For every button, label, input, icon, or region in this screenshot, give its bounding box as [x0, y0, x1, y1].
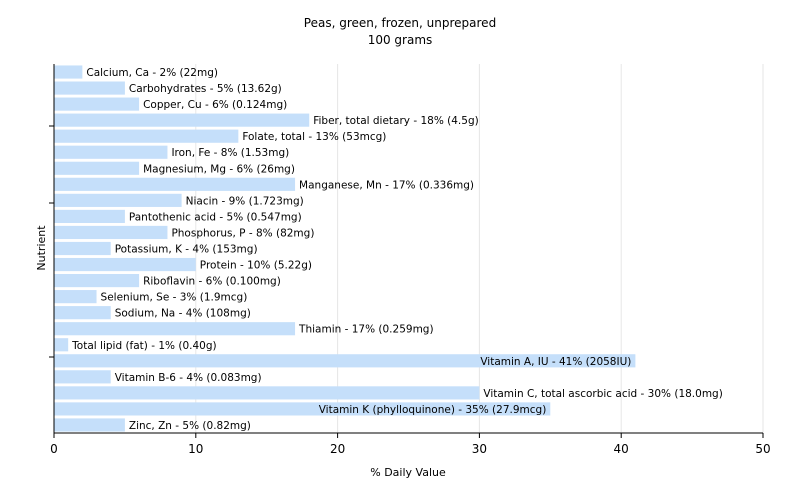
chart-title: Peas, green, frozen, unprepared — [304, 16, 496, 30]
bar — [54, 402, 551, 416]
bar — [54, 113, 310, 127]
bar — [54, 81, 125, 95]
bar — [54, 65, 83, 79]
bar-label: Iron, Fe - 8% (1.53mg) — [171, 147, 289, 159]
bar-label: Vitamin A, IU - 41% (2058IU) — [480, 356, 631, 368]
bar — [54, 129, 239, 143]
bar — [54, 354, 636, 368]
bar-label: Zinc, Zn - 5% (0.82mg) — [129, 420, 251, 432]
bar-label: Vitamin K (phylloquinone) - 35% (27.9mcg… — [319, 404, 547, 416]
bar-label: Carbohydrates - 5% (13.62g) — [129, 83, 282, 95]
bar — [54, 386, 480, 400]
bar — [54, 274, 140, 288]
bar — [54, 225, 168, 240]
bar-label: Niacin - 9% (1.723mg) — [186, 195, 304, 207]
x-tick-label: 10 — [188, 442, 203, 456]
x-tick-label: 20 — [330, 442, 345, 456]
bar-label: Sodium, Na - 4% (108mg) — [115, 308, 251, 320]
bar-label: Fiber, total dietary - 18% (4.5g) — [313, 115, 478, 127]
bar-label: Vitamin C, total ascorbic acid - 30% (18… — [483, 388, 722, 400]
bar — [54, 338, 69, 352]
bar — [54, 209, 125, 223]
bar — [54, 177, 296, 191]
bar-label: Folate, total - 13% (53mcg) — [242, 131, 386, 143]
bar-label: Vitamin B-6 - 4% (0.083mg) — [115, 372, 262, 384]
axes: 0 10 20 30 40 50 — [49, 64, 771, 456]
x-tick-label: 30 — [472, 442, 487, 456]
bar-label: Selenium, Se - 3% (1.9mcg) — [101, 292, 248, 304]
bar — [54, 161, 140, 175]
y-axis-label: Nutrient — [35, 225, 48, 271]
bar-label: Calcium, Ca - 2% (22mg) — [86, 67, 218, 79]
bar-label: Protein - 10% (5.22g) — [200, 260, 312, 272]
bar-label: Manganese, Mn - 17% (0.336mg) — [299, 179, 474, 191]
bar-label: Pantothenic acid - 5% (0.547mg) — [129, 211, 302, 223]
bar-label: Magnesium, Mg - 6% (26mg) — [143, 163, 295, 175]
x-tick-label: 50 — [755, 442, 770, 456]
bar-label: Copper, Cu - 6% (0.124mg) — [143, 99, 287, 111]
bar — [54, 290, 97, 304]
bars: Calcium, Ca - 2% (22mg) Carbohydrates - 5… — [54, 65, 723, 432]
bar-label: Total lipid (fat) - 1% (0.40g) — [71, 340, 216, 352]
bar-label: Potassium, K - 4% (153mg) — [115, 244, 258, 256]
chart-subtitle: 100 grams — [368, 33, 433, 47]
x-tick-label: 0 — [50, 442, 58, 456]
x-axis-label: % Daily Value — [370, 466, 446, 479]
bar — [54, 418, 125, 432]
bar — [54, 322, 296, 336]
bar — [54, 193, 182, 207]
bar — [54, 257, 196, 272]
x-tick-label: 40 — [614, 442, 629, 456]
bar — [54, 306, 111, 320]
bar-label: Riboflavin - 6% (0.100mg) — [143, 276, 281, 288]
bar-label: Phosphorus, P - 8% (82mg) — [171, 227, 314, 239]
grid-lines — [195, 64, 764, 433]
bar — [54, 145, 168, 159]
bar — [54, 370, 111, 384]
bar — [54, 241, 111, 256]
bar-label: Thiamin - 17% (0.259mg) — [298, 324, 434, 336]
bar — [54, 97, 140, 111]
